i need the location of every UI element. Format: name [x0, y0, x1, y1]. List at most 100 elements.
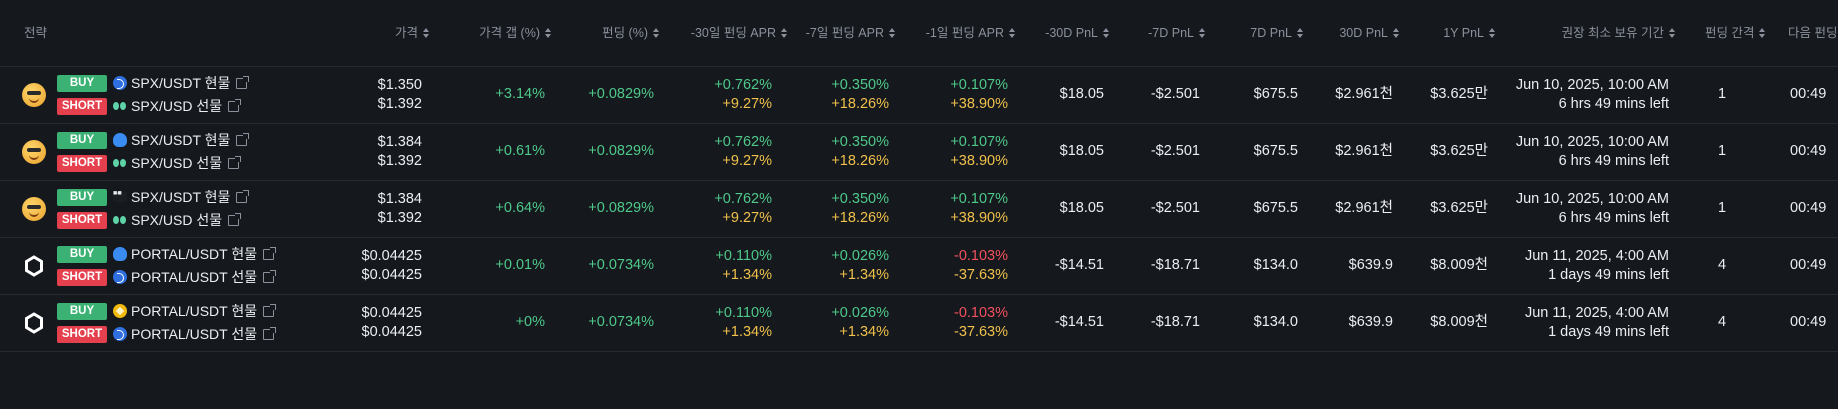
price-cell: $1.384 $1.392: [330, 123, 422, 180]
table-row[interactable]: BUY PORTAL/USDT 현물 SHORT PORTAL/USDT 선물 …: [0, 294, 1838, 352]
apr7-cell: +0.350% +18.26%: [796, 123, 889, 180]
price-buy: $1.350: [377, 76, 422, 93]
apr7-rate: +0.026%: [831, 247, 889, 264]
short-pair: SPX/USD 선물: [131, 212, 223, 228]
apr1-apr: -37.63%: [953, 266, 1008, 283]
header-apr1[interactable]: -1일 펀딩 APR: [910, 0, 1016, 66]
header-future-pnl1y[interactable]: 1Y PnL: [1406, 0, 1496, 66]
apr30-apr: +9.27%: [722, 152, 772, 169]
hold-time-left: 6 hrs 49 mins left: [1558, 95, 1669, 112]
apr1-rate: +0.107%: [950, 133, 1008, 150]
header-future-pnl7[interactable]: 7D PnL: [1214, 0, 1304, 66]
header-apr7[interactable]: -7일 펀딩 APR: [796, 0, 896, 66]
sort-icon: [1489, 28, 1496, 38]
sort-icon: [1297, 28, 1304, 38]
hold-period-cell: Jun 10, 2025, 10:00 AM 6 hrs 49 mins lef…: [1510, 66, 1669, 123]
next-funding: 00:49: [1790, 200, 1827, 216]
header-price[interactable]: 가격: [330, 0, 430, 66]
apr7-apr: +1.34%: [839, 323, 889, 340]
apr30-rate: +0.762%: [714, 133, 772, 150]
upbit-icon: [113, 327, 127, 341]
header-apr30[interactable]: -30일 펀딩 APR: [672, 0, 788, 66]
buy-pair: SPX/USDT 현물: [131, 189, 231, 205]
header-price-gap[interactable]: 가격 갭 (%): [440, 0, 552, 66]
external-link-icon[interactable]: [236, 132, 250, 146]
buy-pair: PORTAL/USDT 현물: [131, 303, 258, 319]
header-funding[interactable]: 펀딩 (%): [560, 0, 660, 66]
buy-leg: BUY SPX/USDT 현물: [57, 186, 250, 209]
strategy-legs: BUY PORTAL/USDT 현물 SHORT PORTAL/USDT 선물: [57, 243, 277, 289]
apr30-apr: +1.34%: [722, 266, 772, 283]
apr30-rate: +0.110%: [715, 304, 772, 321]
external-link-icon[interactable]: [236, 189, 250, 203]
apr7-rate: +0.350%: [831, 76, 889, 93]
external-link-icon[interactable]: [228, 212, 242, 226]
pnl30: $18.05: [1059, 143, 1104, 159]
apr1-apr: +38.90%: [950, 152, 1008, 169]
buy-leg: BUY SPX/USDT 현물: [57, 129, 250, 152]
spx-coin-icon: [22, 82, 46, 107]
hold-date: Jun 11, 2025, 4:00 AM: [1524, 247, 1669, 264]
table-row[interactable]: BUY SPX/USDT 현물 SHORT SPX/USD 선물 $1.384 …: [0, 123, 1838, 181]
header-strategy: 전략: [24, 26, 48, 40]
external-link-icon[interactable]: [228, 155, 242, 169]
upbit-icon: [113, 270, 127, 284]
table-row[interactable]: BUY SPX/USDT 현물 SHORT SPX/USD 선물 $1.350 …: [0, 66, 1838, 124]
sort-icon: [1759, 28, 1766, 38]
price-cell: $0.04425 $0.04425: [330, 294, 422, 351]
external-link-icon[interactable]: [228, 98, 242, 112]
external-link-icon[interactable]: [263, 269, 277, 283]
header-pnl30[interactable]: -30D PnL: [1020, 0, 1110, 66]
pnl30: -$14.51: [1054, 314, 1104, 330]
short-badge: SHORT: [57, 97, 107, 115]
price-gap: +0.01%: [495, 257, 545, 273]
pnl7: -$2.501: [1150, 86, 1200, 102]
price-cell: $1.350 $1.392: [330, 66, 422, 123]
apr7-rate: +0.350%: [831, 190, 889, 207]
hold-period-cell: Jun 10, 2025, 10:00 AM 6 hrs 49 mins lef…: [1510, 180, 1669, 237]
funding-interval: 1: [1717, 86, 1727, 102]
price-gap: +0.61%: [495, 143, 545, 159]
table-row[interactable]: BUY SPX/USDT 현물 SHORT SPX/USD 선물 $1.384 …: [0, 180, 1838, 238]
hold-date: Jun 10, 2025, 10:00 AM: [1515, 133, 1669, 150]
future-pnl30: $639.9: [1348, 257, 1393, 273]
header-future-pnl30[interactable]: 30D PnL: [1310, 0, 1400, 66]
sort-icon: [781, 28, 788, 38]
price-buy: $0.04425: [361, 247, 422, 264]
sort-icon: [1669, 28, 1676, 38]
header-pnl7[interactable]: -7D PnL: [1118, 0, 1206, 66]
apr1-rate: -0.103%: [953, 247, 1008, 264]
pnl30: $18.05: [1059, 200, 1104, 216]
apr7-cell: +0.026% +1.34%: [796, 237, 889, 294]
apr1-cell: +0.107% +38.90%: [910, 66, 1008, 123]
next-funding: 00:49: [1790, 257, 1827, 273]
hold-time-left: 6 hrs 49 mins left: [1558, 209, 1669, 226]
future-pnl7: $134.0: [1253, 314, 1298, 330]
funding-rate: +0.0734%: [588, 257, 654, 273]
header-next-funding[interactable]: 다음 펀딩까: [1788, 26, 1838, 40]
price-short: $0.04425: [361, 323, 422, 340]
sort-icon: [1103, 28, 1110, 38]
header-funding-interval[interactable]: 펀딩 간격: [1705, 0, 1766, 66]
binance-icon: [113, 304, 127, 318]
hold-period-cell: Jun 11, 2025, 4:00 AM 1 days 49 mins lef…: [1510, 237, 1669, 294]
external-link-icon[interactable]: [263, 246, 277, 260]
header-hold-period[interactable]: 권장 최소 보유 기간: [1520, 0, 1676, 66]
price-buy: $0.04425: [361, 304, 422, 321]
hold-period-cell: Jun 10, 2025, 10:00 AM 6 hrs 49 mins lef…: [1510, 123, 1669, 180]
price-gap: +0%: [515, 314, 545, 330]
future-pnl7: $134.0: [1253, 257, 1298, 273]
external-link-icon[interactable]: [236, 75, 250, 89]
pnl7: -$2.501: [1150, 143, 1200, 159]
external-link-icon[interactable]: [263, 303, 277, 317]
buy-pair: SPX/USDT 현물: [131, 132, 231, 148]
table-row[interactable]: BUY PORTAL/USDT 현물 SHORT PORTAL/USDT 선물 …: [0, 237, 1838, 295]
price-gap: +3.14%: [495, 86, 545, 102]
strategy-legs: BUY SPX/USDT 현물 SHORT SPX/USD 선물: [57, 129, 250, 175]
external-link-icon[interactable]: [263, 326, 277, 340]
future-pnl30: $639.9: [1348, 314, 1393, 330]
apr1-rate: +0.107%: [950, 190, 1008, 207]
pnl30: -$14.51: [1054, 257, 1104, 273]
short-badge: SHORT: [57, 211, 107, 229]
price-short: $1.392: [377, 95, 422, 112]
